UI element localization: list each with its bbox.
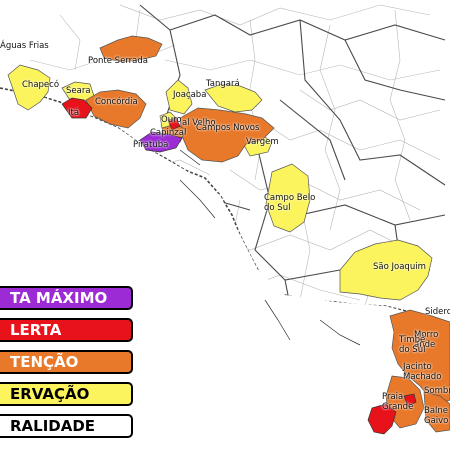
se-red-small	[403, 393, 417, 407]
regional-borders	[139, 4, 446, 351]
lacerdopolis-area	[167, 117, 181, 131]
label-joacaba: Joaçaba	[173, 90, 207, 100]
piratuba-area	[139, 131, 183, 153]
legend-alerta-maximo: TA MÁXIMO	[0, 286, 133, 310]
legend-alerta-maximo-label: TA MÁXIMO	[10, 289, 108, 307]
campos-novos-area	[179, 107, 275, 163]
label-vargem: Vargem	[246, 137, 279, 147]
label-sidero: Sidero	[425, 307, 450, 317]
label-jacinto-machado: Jacinto Machado	[403, 362, 442, 382]
label-campo-belo: Campo Belo do Sul	[264, 193, 316, 214]
label-piratuba: Piratuba	[133, 140, 169, 150]
legend-atencao: TENÇÃO	[0, 350, 133, 374]
label-tangara: Tangará	[206, 79, 240, 89]
legend-atencao-label: TENÇÃO	[10, 353, 79, 371]
tangara-area	[204, 83, 263, 113]
label-praia-grande: Praia Grande	[382, 392, 414, 412]
legend-alerta: LERTA	[0, 318, 133, 342]
label-morro-grande: Morro ande	[414, 330, 439, 350]
praia-grande-area	[367, 403, 397, 435]
label-sao-joaquim: São Joaquim	[373, 262, 426, 272]
se-orange-east	[423, 391, 450, 433]
alerta-maximo-areas	[139, 131, 183, 153]
ponte-serrada-area	[99, 35, 163, 63]
chapeco-area	[7, 64, 51, 111]
label-campos-novos: Campos Novos	[196, 123, 260, 133]
alerta-areas	[61, 97, 417, 435]
label-seara: Seara	[66, 86, 91, 96]
label-ponte-serrada: Ponte Serrada	[88, 56, 148, 66]
label-concordia: Concórdia	[95, 97, 138, 107]
campo-belo-area	[265, 163, 311, 233]
label-aguas-frias: Águas Frias	[0, 41, 49, 51]
legend-normalidade: RALIDADE	[0, 414, 133, 438]
label-lacerdopolis-partial: al Velho	[182, 118, 216, 128]
legend-observacao: ERVAÇÃO	[0, 382, 133, 406]
legend-alerta-label: LERTA	[10, 321, 62, 339]
ita-area	[61, 97, 93, 119]
rivers	[179, 149, 361, 346]
concordia-area	[85, 89, 147, 129]
legend-normalidade-label: RALIDADE	[10, 417, 96, 435]
sao-joaquim-area	[339, 239, 433, 301]
label-sombrio: Sombr	[424, 386, 450, 396]
joacaba-area	[165, 79, 193, 115]
label-balneario-gaivota: Balne Gaivo	[424, 406, 449, 426]
label-ouro: Ouro	[161, 115, 182, 125]
legend-observacao-label: ERVAÇÃO	[10, 385, 90, 403]
label-timbe: Timbé do Sul	[399, 335, 426, 355]
label-capinzal: Capinzal	[150, 128, 187, 138]
label-ita: Itá	[68, 108, 80, 118]
label-chapeco: Chapecó	[22, 80, 60, 90]
